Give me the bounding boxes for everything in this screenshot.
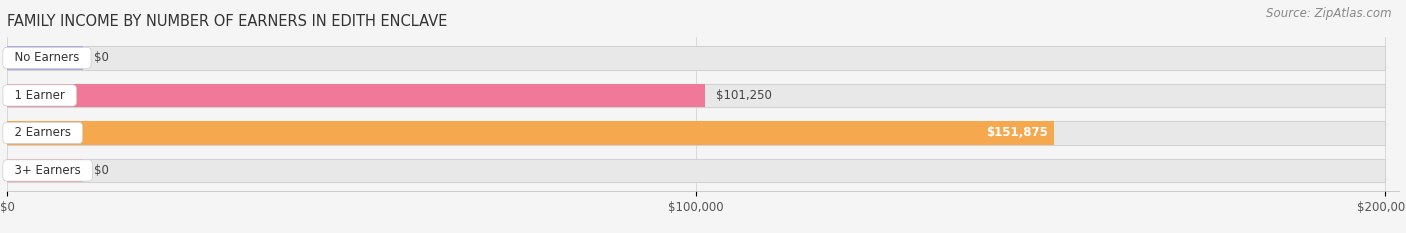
Bar (7, 159, 1385, 182)
Bar (7, 121, 1385, 144)
Bar (7, 84, 704, 107)
Text: 1 Earner: 1 Earner (7, 89, 72, 102)
Text: 2 Earners: 2 Earners (7, 127, 79, 139)
Bar (7, 84, 1385, 107)
Text: $101,250: $101,250 (716, 89, 772, 102)
Bar (7, 46, 83, 69)
Text: No Earners: No Earners (7, 51, 87, 64)
Text: 3+ Earners: 3+ Earners (7, 164, 89, 177)
Text: $0: $0 (94, 51, 108, 64)
Bar (7, 121, 1053, 144)
Bar (7, 46, 1385, 69)
Text: $151,875: $151,875 (986, 127, 1047, 139)
Bar (7, 159, 1385, 182)
Bar (7, 159, 83, 182)
Bar (7, 121, 1385, 144)
Text: Source: ZipAtlas.com: Source: ZipAtlas.com (1267, 7, 1392, 20)
Bar (7, 84, 1385, 107)
Text: FAMILY INCOME BY NUMBER OF EARNERS IN EDITH ENCLAVE: FAMILY INCOME BY NUMBER OF EARNERS IN ED… (7, 14, 447, 29)
Text: $0: $0 (94, 164, 108, 177)
Bar (7, 46, 1385, 69)
